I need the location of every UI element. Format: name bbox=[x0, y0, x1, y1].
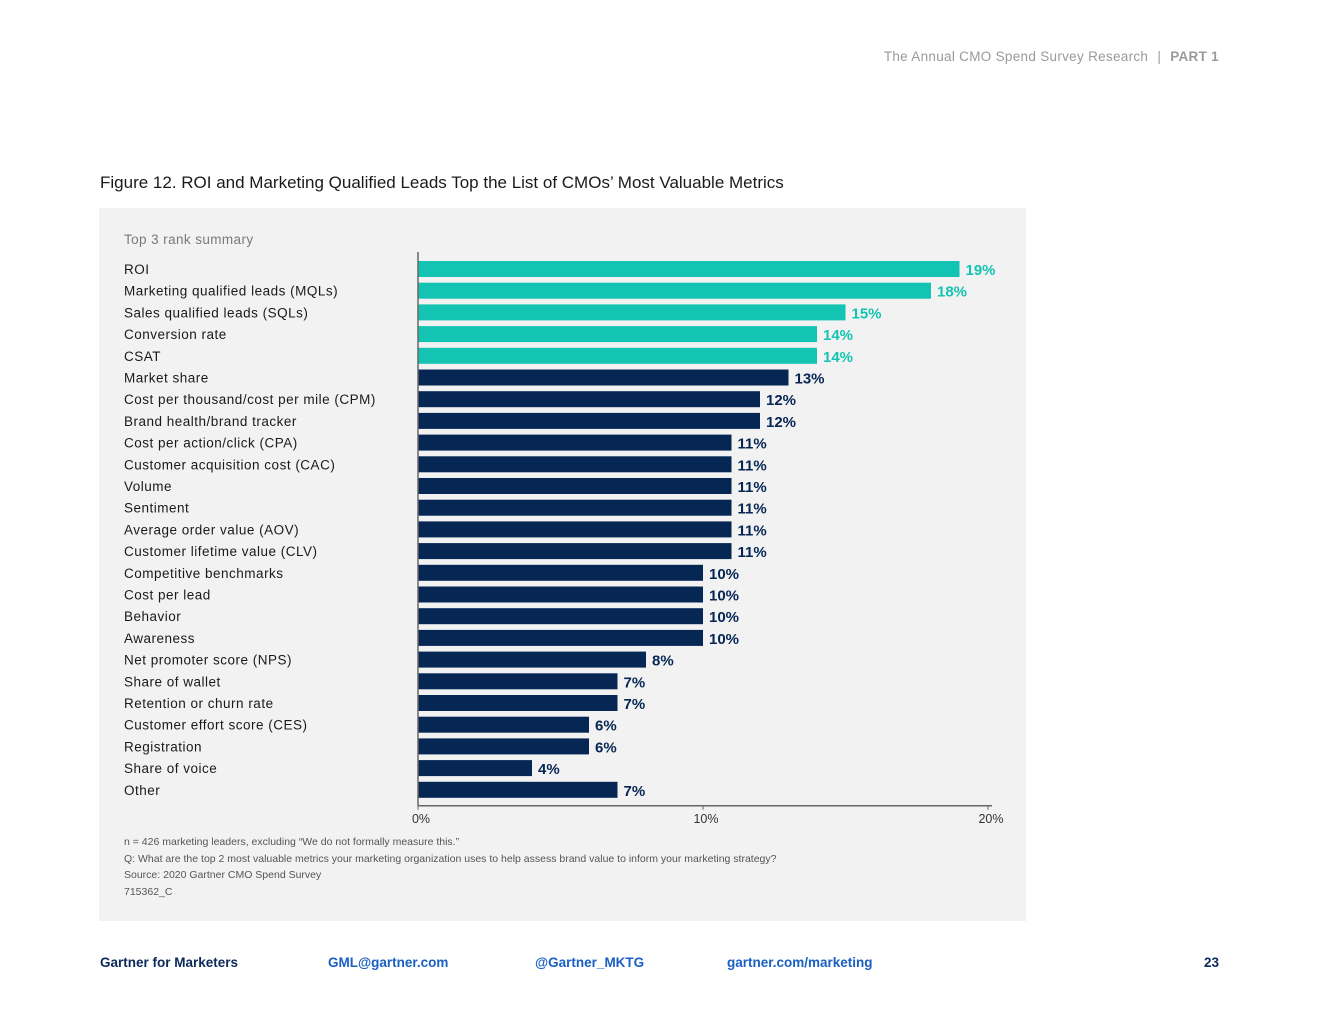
page-number: 23 bbox=[1203, 955, 1219, 970]
category-label: CSAT bbox=[124, 349, 161, 364]
x-tick-label: 10% bbox=[693, 812, 718, 826]
bar bbox=[418, 434, 732, 451]
value-label: 10% bbox=[709, 588, 739, 605]
footer-email-link[interactable]: GML@gartner.com bbox=[328, 955, 449, 970]
category-label: Cost per action/click (CPA) bbox=[124, 436, 298, 451]
bar bbox=[418, 673, 618, 690]
x-tick-label: 0% bbox=[412, 812, 430, 826]
bar bbox=[418, 586, 703, 603]
category-label: Other bbox=[124, 783, 160, 798]
bar bbox=[418, 347, 817, 364]
bar bbox=[418, 629, 703, 646]
footer-twitter-link[interactable]: @Gartner_MKTG bbox=[535, 955, 645, 970]
value-label: 7% bbox=[624, 696, 646, 713]
value-label: 11% bbox=[738, 479, 767, 496]
bar bbox=[418, 738, 589, 755]
category-label: Volume bbox=[124, 479, 172, 494]
chart-subtitle: Top 3 rank summary bbox=[124, 232, 254, 247]
bar bbox=[418, 304, 846, 321]
bar bbox=[418, 781, 618, 798]
value-label: 6% bbox=[595, 739, 617, 756]
value-label: 12% bbox=[766, 392, 796, 409]
category-label: Competitive benchmarks bbox=[124, 566, 284, 581]
x-tick-label: 20% bbox=[978, 812, 1003, 826]
value-label: 10% bbox=[709, 631, 739, 648]
value-label: 11% bbox=[738, 457, 767, 474]
bar bbox=[418, 326, 817, 343]
value-label: 11% bbox=[738, 501, 767, 518]
value-label: 18% bbox=[937, 284, 967, 301]
value-label: 8% bbox=[652, 653, 674, 670]
bar bbox=[418, 261, 960, 277]
value-label: 10% bbox=[709, 566, 739, 583]
bar bbox=[418, 282, 931, 299]
value-label: 10% bbox=[709, 609, 739, 626]
category-label: ROI bbox=[124, 262, 150, 277]
bar bbox=[418, 499, 732, 516]
page-header: The Annual CMO Spend Survey Research | P… bbox=[884, 49, 1219, 64]
category-label: Sales qualified leads (SQLs) bbox=[124, 305, 308, 320]
value-label: 11% bbox=[738, 436, 767, 453]
value-label: 11% bbox=[738, 544, 767, 561]
category-label: Retention or churn rate bbox=[124, 696, 274, 711]
category-label: Cost per lead bbox=[124, 588, 211, 603]
bar bbox=[418, 369, 789, 386]
category-label: Sentiment bbox=[124, 501, 189, 516]
value-label: 6% bbox=[595, 718, 617, 735]
category-label: Net promoter score (NPS) bbox=[124, 653, 292, 668]
footer-brand: Gartner for Marketers bbox=[100, 955, 239, 970]
category-label: Share of voice bbox=[124, 761, 217, 776]
bar bbox=[418, 760, 532, 777]
note-id: 715362_C bbox=[124, 885, 173, 898]
bar bbox=[418, 564, 703, 581]
bar bbox=[418, 391, 760, 408]
bar bbox=[418, 608, 703, 625]
value-label: 19% bbox=[966, 262, 996, 279]
bar bbox=[418, 716, 589, 733]
category-label: Share of wallet bbox=[124, 674, 221, 689]
category-label: Average order value (AOV) bbox=[124, 522, 299, 537]
value-label: 7% bbox=[624, 674, 646, 691]
category-label: Market share bbox=[124, 371, 209, 386]
category-label: Customer lifetime value (CLV) bbox=[124, 544, 318, 559]
value-label: 14% bbox=[823, 327, 853, 344]
chart-panel: Top 3 rank summary ROI 19% Marketing quali… bbox=[99, 208, 1026, 921]
value-label: 12% bbox=[766, 414, 796, 431]
category-label: Brand health/brand tracker bbox=[124, 414, 297, 429]
footer-website-link[interactable]: gartner.com/marketing bbox=[727, 955, 873, 970]
bar bbox=[418, 651, 646, 668]
category-label: Behavior bbox=[124, 609, 181, 624]
chart-notes: n = 426 marketing leaders, excluding “We… bbox=[124, 834, 776, 900]
category-label: Conversion rate bbox=[124, 327, 227, 342]
header-separator: | bbox=[1157, 49, 1162, 64]
category-label: Registration bbox=[124, 739, 202, 754]
note-sample-size: n = 426 marketing leaders, excluding “We… bbox=[124, 836, 460, 848]
value-label: 7% bbox=[624, 783, 646, 800]
bar bbox=[418, 456, 732, 473]
header-title: The Annual CMO Spend Survey Research bbox=[883, 49, 1149, 64]
category-label: Customer acquisition cost (CAC) bbox=[124, 457, 335, 472]
category-label: Cost per thousand/cost per mile (CPM) bbox=[124, 392, 376, 407]
bar bbox=[418, 695, 618, 711]
header-part: PART 1 bbox=[1170, 49, 1219, 64]
bar bbox=[418, 478, 732, 494]
value-label: 13% bbox=[795, 371, 825, 388]
bar-chart: ROI 19% Marketing qualified leads (MQLs) 18… bbox=[124, 252, 1004, 826]
value-label: 15% bbox=[852, 305, 882, 322]
bar bbox=[418, 543, 732, 560]
category-label: Awareness bbox=[124, 631, 195, 646]
category-label: Customer effort score (CES) bbox=[124, 718, 308, 733]
category-label: Marketing qualified leads (MQLs) bbox=[124, 284, 338, 299]
figure-title: Figure 12. ROI and Marketing Qualified L… bbox=[100, 173, 784, 192]
bar bbox=[418, 412, 760, 429]
value-label: 14% bbox=[823, 349, 853, 366]
note-question: Q: What are the top 2 most valuable metr… bbox=[124, 852, 777, 865]
value-label: 11% bbox=[738, 522, 767, 539]
note-source: Source: 2020 Gartner CMO Spend Survey bbox=[124, 869, 322, 881]
value-label: 4% bbox=[538, 761, 560, 778]
bar bbox=[418, 521, 732, 538]
